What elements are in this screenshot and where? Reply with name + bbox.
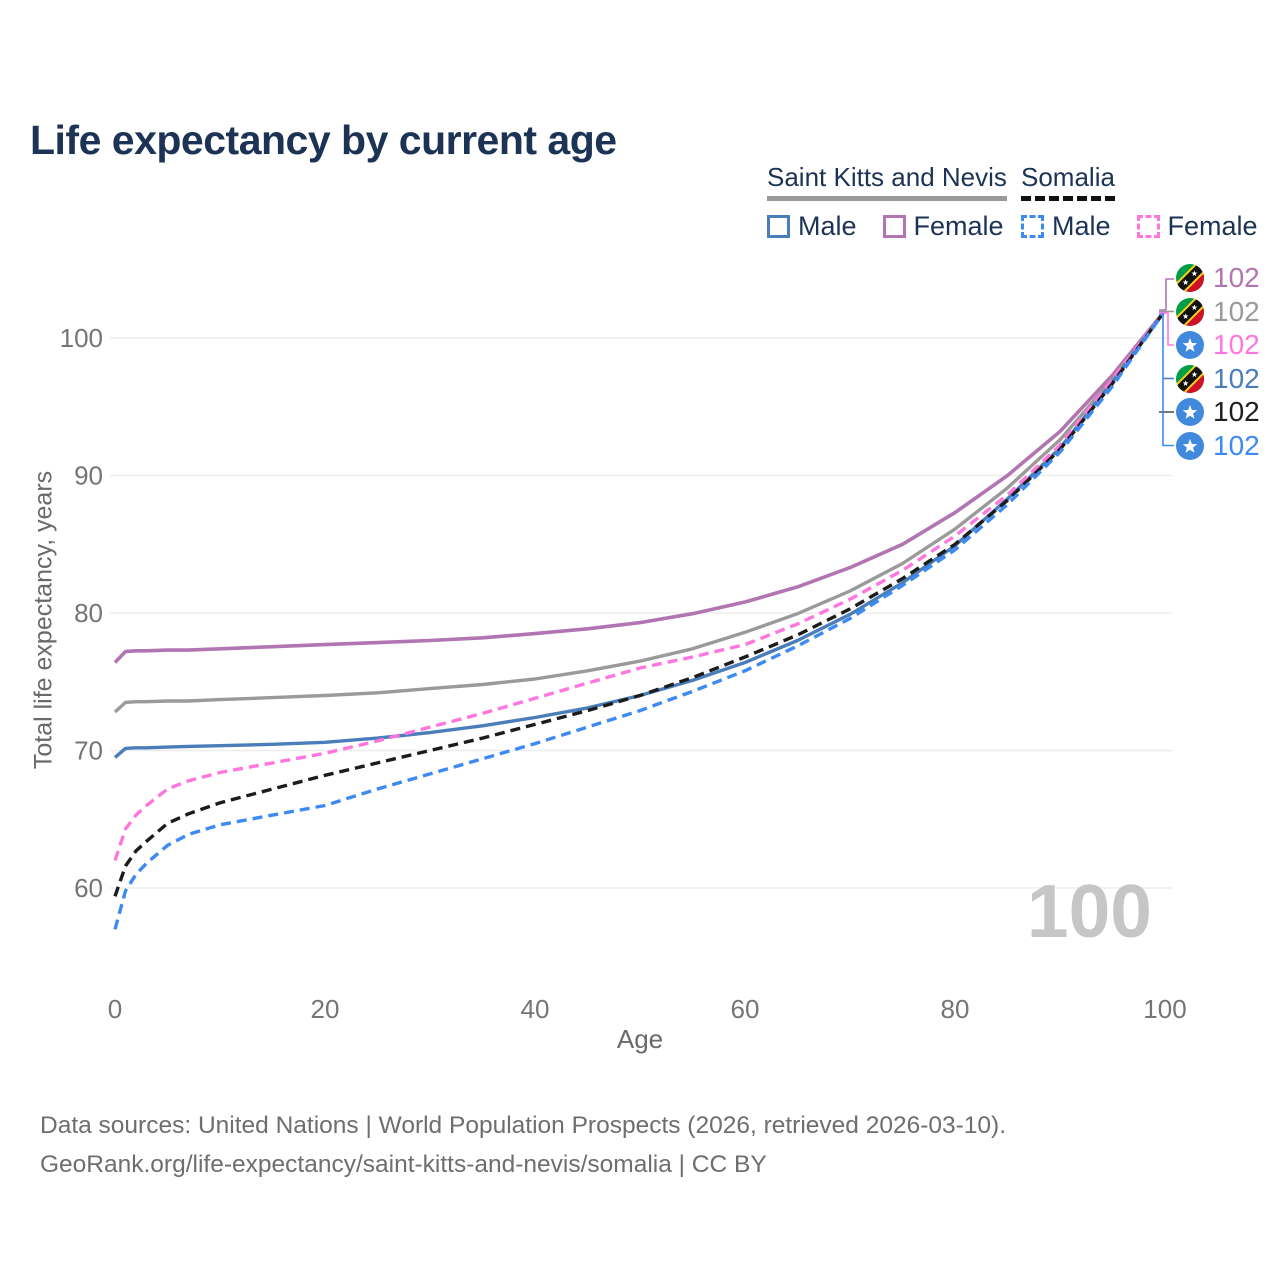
leader-line	[1159, 313, 1174, 447]
leader-line	[1159, 312, 1174, 346]
x-axis-title: Age	[617, 1024, 663, 1054]
legend-group-saint-kitts-and-nevis: Saint Kitts and Nevis Male Female	[767, 162, 1007, 242]
attribution-line: GeoRank.org/life-expectancy/saint-kitts-…	[40, 1151, 767, 1178]
y-tick-label: 70	[74, 736, 103, 766]
legend-swatch-dashed-male	[1021, 215, 1044, 238]
end-label-row: 102	[1176, 398, 1260, 426]
saint-kitts-and-nevis-flag-icon	[1176, 364, 1204, 393]
saint-kitts-and-nevis-flag-icon	[1176, 297, 1204, 326]
legend-country-label: Saint Kitts and Nevis	[767, 162, 1007, 201]
legend-item-label: Female	[913, 211, 1004, 241]
legend-item-label: Female	[1167, 211, 1258, 241]
y-tick-label: 60	[74, 873, 103, 903]
x-tick-label: 80	[941, 994, 970, 1024]
y-tick-label: 80	[74, 598, 103, 628]
legend-swatch-solid-male	[767, 215, 790, 238]
series-line-saint-kitts-and-nevis-female	[113, 309, 1167, 664]
end-label-value: 102	[1213, 396, 1260, 427]
end-label-row: 102	[1176, 264, 1260, 292]
chart-title: Life expectancy by current age	[30, 117, 617, 164]
end-label-value: 102	[1213, 362, 1260, 394]
y-axis-title: Total life expectancy, years	[29, 470, 58, 770]
end-label-row: 102	[1176, 362, 1260, 394]
end-label-row: 102	[1176, 331, 1260, 359]
legend-swatch-solid-female	[882, 215, 906, 238]
legend-item-skn-female[interactable]: Female	[882, 211, 1004, 242]
legend-item-somalia-female[interactable]: Female	[1136, 211, 1258, 242]
end-label-value: 102	[1213, 295, 1260, 327]
end-label-value: 102	[1213, 262, 1260, 293]
series-line-saint-kitts-and-nevis-combined	[113, 309, 1167, 714]
legend-item-skn-male[interactable]: Male	[767, 211, 857, 242]
y-tick-label: 90	[74, 461, 103, 491]
x-tick-label: 60	[731, 994, 760, 1024]
legend-item-label: Male	[1052, 211, 1111, 241]
series-line-somalia-combined	[113, 309, 1167, 897]
end-label-row: 102	[1176, 295, 1260, 327]
legend-swatch-dashed-female	[1136, 215, 1160, 238]
legend-item-label: Male	[798, 211, 857, 241]
end-label-row: 102	[1176, 429, 1260, 461]
footer: Data sources: United Nations | World Pop…	[40, 1106, 1006, 1184]
legend-group-somalia: Somalia Male Female	[1021, 162, 1258, 242]
end-label-value: 102	[1213, 329, 1260, 360]
x-tick-label: 100	[1143, 994, 1186, 1024]
age-counter: 100	[1026, 869, 1152, 953]
somalia-flag-icon	[1176, 431, 1204, 460]
x-tick-label: 0	[108, 994, 122, 1024]
x-tick-label: 20	[311, 994, 340, 1024]
legend-country-label: Somalia	[1021, 162, 1115, 201]
x-tick-label: 40	[521, 994, 550, 1024]
data-sources-line: Data sources: United Nations | World Pop…	[40, 1112, 1007, 1139]
somalia-flag-icon	[1176, 398, 1204, 426]
somalia-flag-icon	[1176, 331, 1204, 359]
series-line-saint-kitts-and-nevis-male	[113, 309, 1167, 759]
series-line-somalia-male	[113, 309, 1167, 930]
series-line-somalia-female	[113, 309, 1167, 862]
legend-item-somalia-male[interactable]: Male	[1021, 211, 1111, 242]
end-label-value: 102	[1213, 429, 1260, 461]
y-tick-label: 100	[60, 323, 103, 353]
saint-kitts-and-nevis-flag-icon	[1176, 264, 1204, 292]
leader-line	[1159, 278, 1174, 311]
